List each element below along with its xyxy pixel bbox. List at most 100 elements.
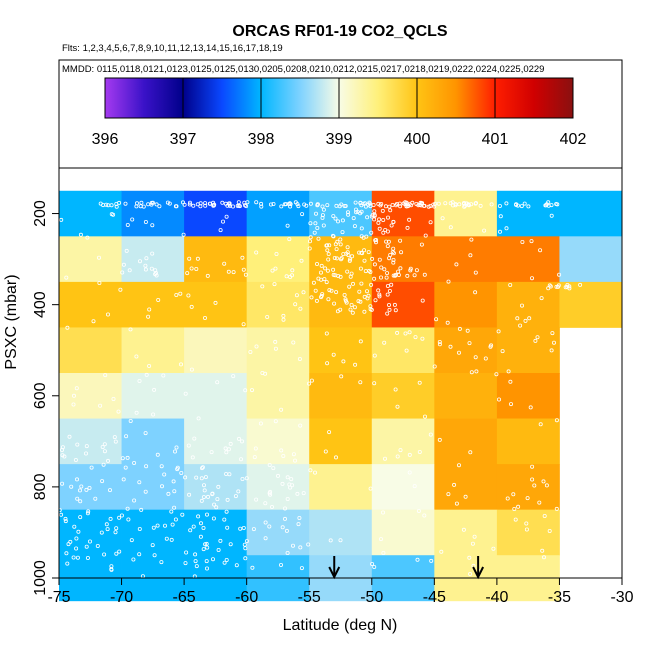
sample-point <box>285 496 290 501</box>
sample-point <box>391 257 396 262</box>
sample-point <box>321 223 326 228</box>
sample-point <box>151 412 156 417</box>
sample-point <box>95 544 100 549</box>
sample-point <box>201 526 206 531</box>
sample-point <box>220 200 225 205</box>
heatmap-cell <box>59 190 122 237</box>
sample-point <box>382 267 387 272</box>
sample-point <box>74 546 79 551</box>
sample-point <box>170 522 175 527</box>
sample-point <box>489 343 494 348</box>
sample-point <box>341 359 346 364</box>
sample-point <box>439 549 444 554</box>
sample-point <box>468 253 473 258</box>
sample-point <box>147 307 152 312</box>
sample-point <box>63 516 68 521</box>
sample-point <box>437 342 442 347</box>
sample-point <box>541 479 546 484</box>
sample-point <box>530 464 535 469</box>
sample-point <box>297 516 302 521</box>
sample-point <box>342 292 347 297</box>
sample-point <box>391 260 396 265</box>
sample-point <box>166 491 171 496</box>
sample-point <box>143 219 148 224</box>
sample-point <box>500 349 505 354</box>
sample-point <box>273 419 278 424</box>
sample-point <box>473 201 478 206</box>
sample-point <box>244 476 249 481</box>
sample-point <box>150 223 155 228</box>
sample-point <box>314 261 319 266</box>
sample-point <box>113 439 118 444</box>
sample-point <box>243 556 248 561</box>
sample-point <box>338 538 343 543</box>
sample-point <box>350 310 355 315</box>
sample-point <box>89 465 94 470</box>
sample-point <box>412 484 417 489</box>
sample-point <box>190 455 195 460</box>
sample-point <box>437 339 442 344</box>
sample-point <box>121 477 126 482</box>
sample-point <box>414 268 419 273</box>
x-tick-label: -75 <box>47 589 70 606</box>
sample-point <box>308 201 313 206</box>
sample-point <box>187 200 192 205</box>
sample-point <box>224 509 229 514</box>
sample-point <box>319 277 324 282</box>
sample-point <box>325 361 330 366</box>
sample-point <box>234 563 239 568</box>
heatmap-cell <box>434 327 498 374</box>
y-tick-label: 200 <box>32 200 49 227</box>
sample-point <box>270 268 275 273</box>
sample-point <box>440 216 445 221</box>
sample-point <box>179 470 184 475</box>
dates-note: MMDD: 0115,0118,0121,0123,0125,0125,0130… <box>62 64 544 75</box>
sample-point <box>377 226 382 231</box>
sample-point <box>220 219 225 224</box>
sample-point <box>194 564 199 569</box>
sample-point <box>393 308 398 313</box>
sample-point <box>358 380 363 385</box>
sample-point <box>385 283 390 288</box>
sample-point <box>173 204 178 209</box>
sample-point <box>134 410 139 415</box>
sample-point <box>327 243 332 248</box>
sample-point <box>205 273 210 278</box>
y-axis: 200 400 600 800 1000 <box>32 200 59 596</box>
sample-point <box>383 227 388 232</box>
sample-point <box>544 203 549 208</box>
sample-point <box>526 204 531 209</box>
sample-point <box>408 268 413 273</box>
x-tick-label: -45 <box>423 589 446 606</box>
sample-point <box>420 201 425 206</box>
sample-point <box>393 272 398 277</box>
heatmap-cell <box>246 236 310 283</box>
sample-point <box>216 548 221 553</box>
sample-point <box>204 566 209 571</box>
sample-point <box>366 202 371 207</box>
sample-point <box>542 514 547 519</box>
sample-point <box>428 432 433 437</box>
heatmap-cell <box>496 281 560 328</box>
sample-point <box>109 212 114 217</box>
sample-point <box>489 202 494 207</box>
sample-point <box>128 418 133 423</box>
sample-point <box>162 472 167 477</box>
sample-point <box>78 232 83 237</box>
sample-point <box>198 534 203 539</box>
sample-point <box>448 201 453 206</box>
sample-point <box>101 462 106 467</box>
sample-point <box>366 293 371 298</box>
sample-point <box>224 214 229 219</box>
sample-point <box>293 302 298 307</box>
sample-point <box>307 239 312 244</box>
sample-point <box>268 489 273 494</box>
sample-point <box>524 527 529 532</box>
sample-point <box>415 557 420 562</box>
sample-point <box>422 272 427 277</box>
heatmap-cell <box>371 327 435 374</box>
sample-point <box>457 202 462 207</box>
sample-point <box>71 555 76 560</box>
sample-point <box>120 270 125 275</box>
x-axis: -75 -70 -65 -60 -55 -50 -45 -40 -35 -30 <box>47 578 634 606</box>
